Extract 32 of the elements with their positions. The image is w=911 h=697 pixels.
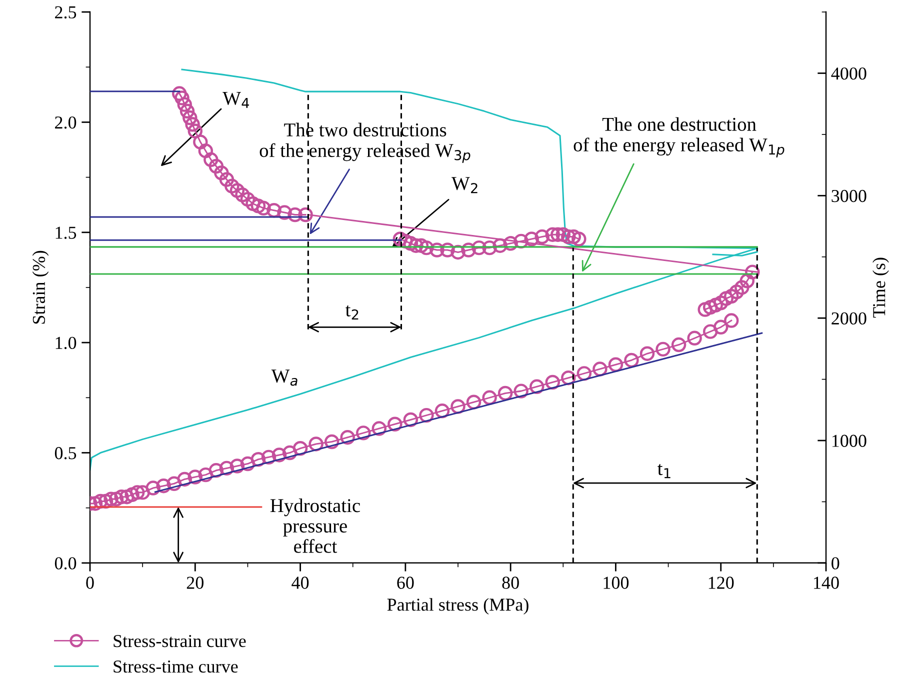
legend-label: Stress-strain curve <box>114 634 246 648</box>
text: 2.0 <box>55 116 76 129</box>
y-tick-label: 2.5 <box>55 6 76 19</box>
legend-label: Stress-time curve <box>114 660 238 673</box>
x-tick-label: 40 <box>292 576 309 589</box>
y-tick-label: 1.5 <box>56 226 76 239</box>
annotation: The two destructions of the energy released W$_{3p}$ <box>260 122 470 163</box>
x-tick-label: 60 <box>397 576 414 589</box>
y2-tick-label: 3000 <box>832 190 866 202</box>
y2-tick-label: 2000 <box>832 312 866 325</box>
x-tick-label: 80 <box>502 576 519 589</box>
y-axis-title: Strain (%) <box>32 250 49 324</box>
annotation: t$_{1}$ <box>658 464 670 478</box>
y2-axis-title: Time (s) <box>872 258 889 318</box>
y2-tick-label: 1000 <box>832 434 866 447</box>
x-tick-label: 100 <box>604 576 629 589</box>
y2-tick-label: 4000 <box>831 67 866 80</box>
annotation: W$_{2}$ <box>451 177 478 194</box>
text: 1.0 <box>56 336 76 350</box>
annotation: W$_{4}$ <box>222 92 250 108</box>
annotation: Hydrostatic pressure effect <box>270 498 360 553</box>
annotation: t$_{2}$ <box>345 305 358 320</box>
annotation: The one destruction of the energy released W$_{1p}$ <box>574 117 784 158</box>
x-axis-title: Partial stress (MPa) <box>387 598 528 614</box>
text: 0.0 <box>54 557 76 570</box>
x-tick-label: 20 <box>186 576 204 589</box>
x-tick-label: 0 <box>86 576 94 589</box>
x-tick-label: 120 <box>708 576 734 589</box>
y-tick-label: 0.5 <box>54 447 76 460</box>
annotation: W$_{a}$ <box>271 370 298 386</box>
x-tick-label: 140 <box>814 576 839 589</box>
y2-tick-label: 0 <box>832 557 840 570</box>
